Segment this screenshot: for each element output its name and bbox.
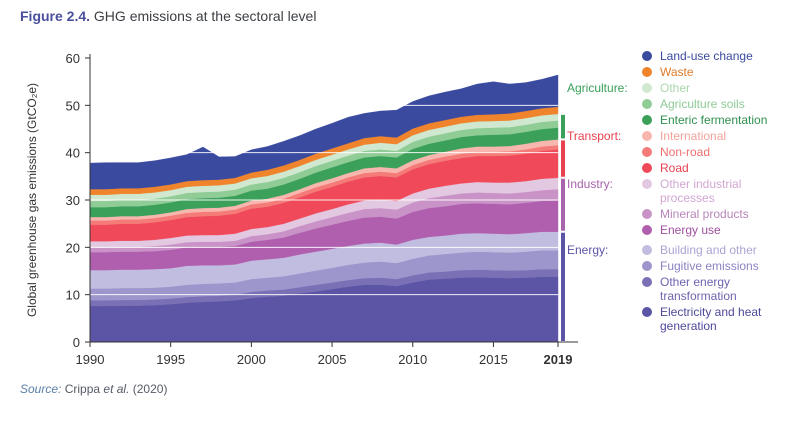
source-year: (2020)	[132, 382, 168, 396]
legend-label-energy-use: Energy use	[660, 223, 721, 237]
legend-dot-international	[642, 131, 652, 141]
bracket-transport	[561, 140, 565, 177]
legend-label-building-and-other: Building and other	[660, 243, 757, 257]
source-etal: et al.	[103, 382, 130, 396]
legend-label-land-use-change: Land-use change	[660, 49, 753, 63]
legend-label-other-industrial-processes: Other industrial	[660, 177, 741, 191]
legend-label-electricity-and-heat-generation-line-2: generation	[660, 319, 717, 333]
axes: 0 10 20 30 40 50 60 1990 1995 2000 2005 2010 2015 201…	[25, 51, 578, 367]
legend-dot-building-and-other	[642, 245, 652, 255]
x-tick-label-2019: 2019	[544, 352, 573, 367]
y-tick-label-0: 0	[73, 335, 80, 350]
legend-dot-land-use-change	[642, 51, 652, 61]
figure-number: Figure 2.4.	[20, 8, 91, 24]
group-label-industry: Industry:	[567, 177, 613, 191]
gridlines	[90, 57, 558, 296]
legend-label-non-road: Non-road	[660, 145, 710, 159]
legend-label-road: Road	[660, 161, 689, 175]
y-tick-label-60: 60	[66, 51, 80, 66]
figure-title-text: GHG emissions at the sectoral level	[93, 8, 317, 24]
x-tick-label-2005: 2005	[318, 352, 347, 367]
legend-dot-other-energy-transformation	[642, 277, 652, 287]
legend-label-other-energy-transformation: Other energy	[660, 275, 730, 289]
legend-label-electricity-and-heat-generation: Electricity and heat	[660, 305, 762, 319]
legend-dot-enteric-fermentation	[642, 115, 652, 125]
bracket-agriculture	[561, 114, 565, 139]
y-tick-label-20: 20	[66, 240, 80, 255]
legend-dot-other	[642, 83, 652, 93]
y-tick-label-30: 30	[66, 193, 80, 208]
y-tick-label-50: 50	[66, 98, 80, 113]
legend: Land-use change Waste Other Agriculture soi…	[567, 49, 767, 333]
group-label-agriculture: Agriculture:	[567, 81, 628, 95]
legend-label-international: International	[660, 129, 726, 143]
y-axis-title: Global greenhouse gas emissions (GtCO₂e)	[25, 83, 39, 317]
legend-dot-other-industrial-processes	[642, 179, 652, 189]
source-author: Crippa	[64, 382, 101, 396]
legend-dot-mineral-products	[642, 209, 652, 219]
legend-label-enteric-fermentation: Enteric fermentation	[660, 113, 767, 127]
bracket-industry	[561, 178, 565, 231]
bracket-energy	[561, 232, 565, 341]
source-line: Source: Crippa et al. (2020)	[20, 382, 167, 396]
legend-dot-energy-use	[642, 225, 652, 235]
group-brackets	[561, 114, 565, 341]
legend-dot-road	[642, 163, 652, 173]
legend-dot-waste	[642, 67, 652, 77]
x-tick-label-2010: 2010	[398, 352, 427, 367]
group-label-transport: Transport:	[567, 129, 621, 143]
areas-layer	[89, 74, 559, 343]
legend-dot-fugitive-emissions	[642, 261, 652, 271]
group-label-energy: Energy:	[567, 243, 608, 257]
x-tick-label-2015: 2015	[479, 352, 508, 367]
legend-label-agriculture-soils: Agriculture soils	[660, 97, 745, 111]
legend-dot-agriculture-soils	[642, 99, 652, 109]
legend-dot-electricity-and-heat-generation	[642, 307, 652, 317]
legend-label-other: Other	[660, 81, 690, 95]
legend-label-other-energy-transformation-line-2: transformation	[660, 289, 737, 303]
legend-label-mineral-products: Mineral products	[660, 207, 749, 221]
source-label: Source:	[20, 382, 62, 396]
y-tick-label-10: 10	[66, 288, 80, 303]
legend-dot-non-road	[642, 147, 652, 157]
legend-label-waste: Waste	[660, 65, 694, 79]
legend-label-other-industrial-processes-line-2: processes	[660, 191, 715, 205]
y-tick-label-40: 40	[66, 146, 80, 161]
area-land-use-change	[89, 74, 559, 190]
figure-title: Figure 2.4. GHG emissions at the sectora…	[20, 8, 316, 24]
legend-label-fugitive-emissions: Fugitive emissions	[660, 259, 759, 273]
x-tick-label-1990: 1990	[76, 352, 105, 367]
x-tick-label-1995: 1995	[156, 352, 185, 367]
x-tick-label-2000: 2000	[237, 352, 266, 367]
